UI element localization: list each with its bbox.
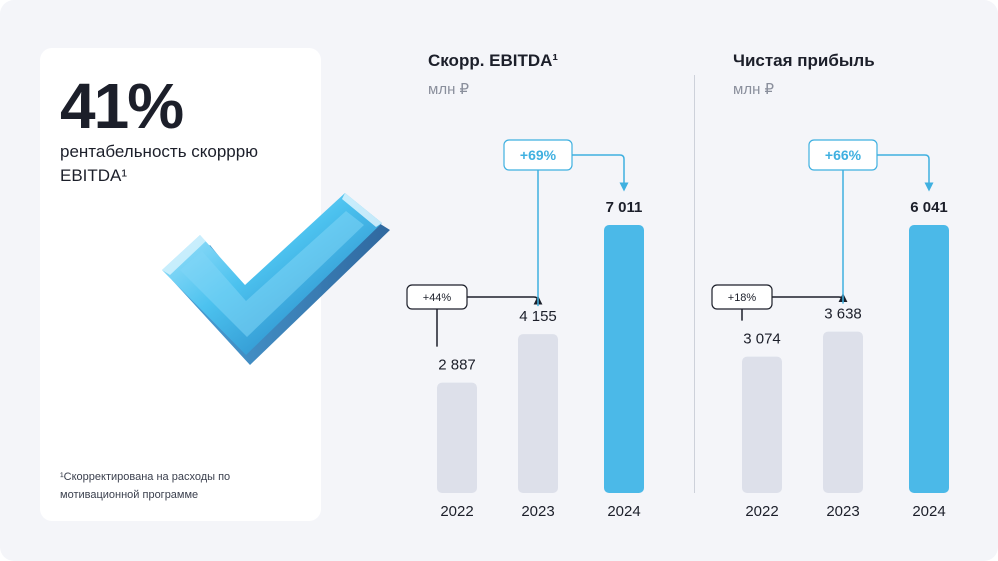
kpi-label: рентабельность скорррю EBITDA¹ (60, 142, 258, 185)
footnote: ¹Скорректирована на расходы по мотивацио… (60, 471, 231, 501)
bar (437, 382, 477, 493)
value-label: 3 638 (824, 306, 862, 323)
panel-divider (694, 75, 695, 493)
annotation-arrow (467, 295, 543, 305)
panel-title: Скорр. EBITDA¹ (428, 51, 559, 70)
category-label: 2023 (521, 503, 554, 520)
bar (518, 334, 558, 493)
category-label: 2024 (607, 503, 640, 520)
category-label: 2022 (745, 503, 778, 520)
category-label: 2024 (912, 503, 945, 520)
category-label: 2022 (440, 503, 473, 520)
bar (823, 331, 863, 493)
bar (742, 356, 782, 493)
annotation-label: +66% (825, 147, 862, 163)
bar (604, 225, 644, 493)
value-label: 3 074 (743, 331, 781, 348)
kpi-value: 41% (60, 70, 184, 142)
value-label: 2 887 (438, 357, 476, 374)
annotation-label: +18% (728, 292, 757, 304)
annotation-arrow (572, 154, 629, 192)
annotation-label: +44% (423, 292, 452, 304)
category-label: 2023 (826, 503, 859, 520)
panel-title: Чистая прибыль (733, 51, 875, 70)
annotation-label: +69% (520, 147, 557, 163)
value-label: 7 011 (606, 199, 643, 216)
panel-unit: млн ₽ (428, 81, 470, 98)
check-mark-icon (162, 193, 390, 365)
panel-unit: млн ₽ (733, 81, 775, 98)
value-label: 4 155 (519, 308, 557, 325)
annotation-arrow (772, 293, 848, 303)
bar (909, 225, 949, 493)
annotation-arrow (877, 154, 934, 192)
value-label: 6 041 (910, 199, 948, 216)
